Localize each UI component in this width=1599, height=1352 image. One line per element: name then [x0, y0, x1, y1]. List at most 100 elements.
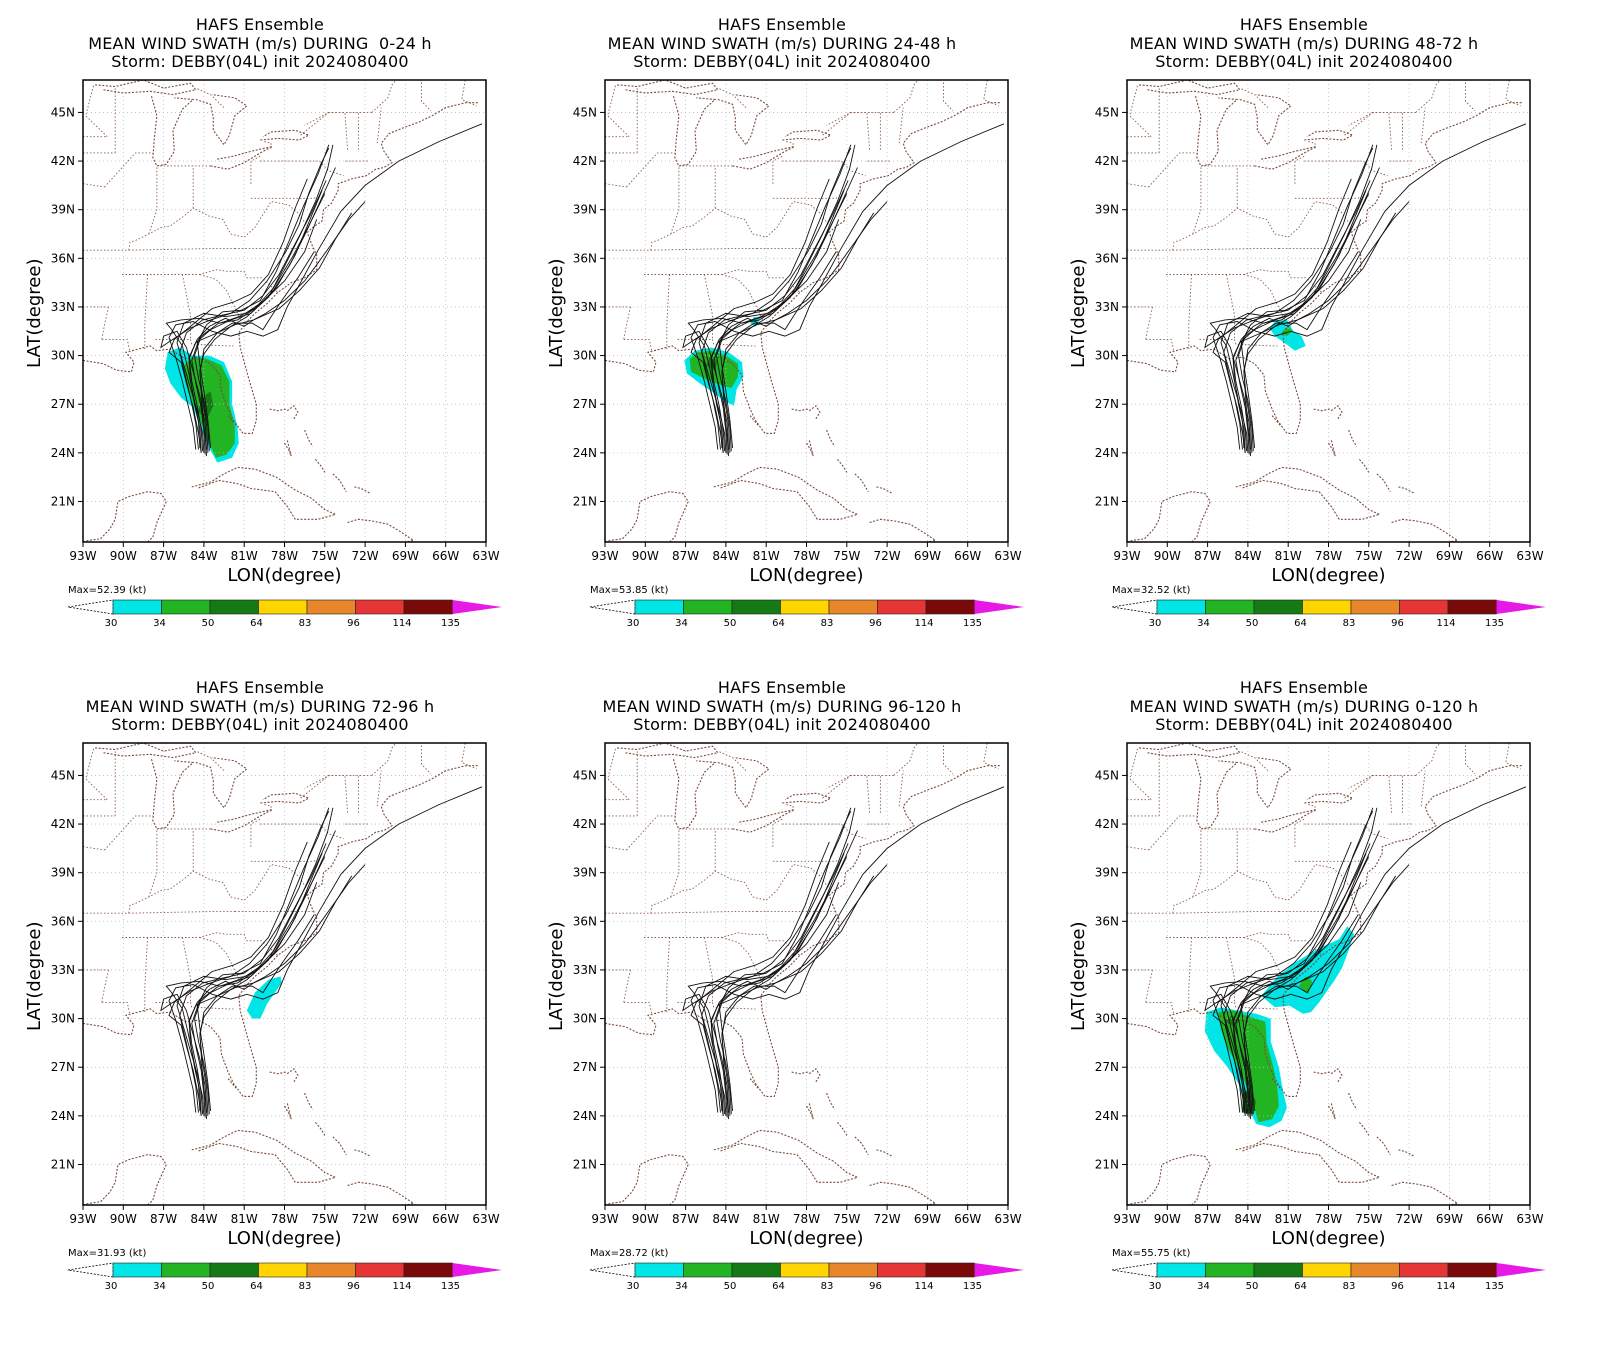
x-tick-label: 75W — [311, 549, 338, 563]
y-tick-label: 27N — [51, 397, 75, 411]
colorbar-segment — [780, 1262, 830, 1278]
track-3 — [716, 856, 848, 1115]
max-wind-label: Max=55.75 (kt) — [1112, 1248, 1191, 1259]
track-5 — [176, 219, 318, 453]
track-11 — [1204, 810, 1374, 1113]
panel-title: HAFS Ensemble MEAN WIND SWATH (m/s) DURIN… — [1044, 15, 1564, 72]
x-tick-label: 78W — [1315, 1212, 1342, 1226]
track-8 — [199, 251, 315, 453]
x-tick-label: 81W — [231, 549, 258, 563]
track-7 — [687, 853, 845, 1112]
track-1 — [721, 807, 856, 1120]
max-wind-label: Max=32.52 (kt) — [1112, 585, 1191, 596]
colorbar-level-label: 30 — [627, 1281, 640, 1292]
x-tick-label: 66W — [954, 1212, 981, 1226]
track-10 — [1212, 123, 1527, 450]
track-12 — [690, 178, 830, 453]
panel-title-line-1: HAFS Ensemble — [717, 678, 847, 697]
y-tick-label: 45N — [51, 768, 75, 782]
panel-title-line-2: MEAN WIND SWATH (m/s) DURING 96-120 h — [602, 696, 962, 716]
colorbar-segment — [209, 599, 259, 615]
track-10 — [690, 786, 1005, 1113]
colorbar-segment — [1447, 599, 1497, 615]
colorbar-level-label: 96 — [869, 618, 882, 629]
track-10 — [168, 123, 483, 450]
y-tick-label: 24N — [51, 446, 75, 460]
colorbar-segment — [731, 599, 781, 615]
ensemble-tracks — [160, 123, 483, 457]
y-tick-label: 24N — [51, 1109, 75, 1123]
y-tick-label: 30N — [573, 1012, 597, 1026]
track-5 — [1220, 882, 1362, 1116]
colorbar-segment — [161, 599, 211, 615]
x-tick-label: 63W — [472, 1212, 499, 1226]
colorbar-level-label: 64 — [250, 618, 263, 629]
map-panel-6: HAFS Ensemble MEAN WIND SWATH (m/s) DURIN… — [1044, 663, 1564, 1323]
y-tick-label: 45N — [1095, 768, 1119, 782]
colorbar-segment — [403, 1262, 453, 1278]
x-tick-label: 72W — [874, 549, 901, 563]
colorbar-level-label: 34 — [153, 618, 166, 629]
colorbar-segment — [1205, 599, 1255, 615]
track-11 — [682, 147, 852, 450]
colorbar-level-label: 114 — [1436, 618, 1455, 629]
x-tick-label: 66W — [1476, 549, 1503, 563]
colorbar-level-label: 34 — [675, 618, 688, 629]
y-tick-label: 21N — [573, 494, 597, 508]
track-6 — [713, 212, 875, 455]
x-tick-label: 72W — [352, 1212, 379, 1226]
colorbar-level-label: 64 — [1294, 1281, 1307, 1292]
track-5 — [698, 219, 840, 453]
y-tick-label: 39N — [51, 203, 75, 217]
coastline-layer — [605, 80, 1002, 542]
colorbar-level-label: 96 — [1391, 1281, 1404, 1292]
colorbar-level-label: 64 — [772, 618, 785, 629]
y-tick-label: 27N — [1095, 1060, 1119, 1074]
panel-title: HAFS Ensemble MEAN WIND SWATH (m/s) DURIN… — [1044, 678, 1564, 735]
colorbar-level-label: 34 — [1197, 1281, 1210, 1292]
y-tick-label: 21N — [573, 1157, 597, 1171]
x-tick-label: 72W — [1396, 549, 1423, 563]
x-tick-label: 63W — [1516, 1212, 1543, 1226]
track-10 — [168, 786, 483, 1113]
track-6 — [1235, 212, 1397, 455]
track-13 — [718, 144, 852, 449]
colorbar-segment — [306, 599, 356, 615]
colorbar-level-label: 30 — [1149, 1281, 1162, 1292]
colorbar-level-label: 50 — [1246, 1281, 1259, 1292]
track-3 — [716, 193, 848, 452]
colorbar: 30 34 50 64 83 96 114 135 — [589, 1262, 1024, 1292]
x-tick-label: 84W — [1234, 1212, 1261, 1226]
x-tick-label: 75W — [1355, 1212, 1382, 1226]
colorbar: 30 34 50 64 83 96 114 135 — [1111, 1262, 1546, 1292]
x-tick-label: 81W — [753, 549, 780, 563]
x-tick-label: 87W — [150, 1212, 177, 1226]
track-11 — [160, 810, 330, 1113]
map-canvas: 93W 90W 87W 84W 81W 78W 75W 72W 69W 66W 63W 21N 24N 2… — [51, 742, 502, 1292]
x-tick-label: 87W — [1194, 1212, 1221, 1226]
colorbar-segment — [355, 599, 405, 615]
x-tick-label: 63W — [472, 549, 499, 563]
y-tick-label: 45N — [573, 768, 597, 782]
track-6 — [191, 875, 353, 1118]
track-1 — [721, 144, 856, 457]
colorbar-segment — [258, 1262, 308, 1278]
x-axis-label: LON(degree) — [749, 1228, 864, 1249]
colorbar-level-label: 135 — [441, 1281, 460, 1292]
ensemble-tracks — [682, 123, 1005, 457]
track-13 — [1240, 807, 1374, 1112]
track-13 — [1240, 144, 1374, 449]
x-tick-label: 90W — [110, 549, 137, 563]
y-tick-label: 27N — [1095, 397, 1119, 411]
state-borders-layer — [1127, 80, 1521, 353]
track-9 — [710, 201, 888, 452]
y-tick-label: 27N — [573, 1060, 597, 1074]
colorbar-level-label: 30 — [627, 618, 640, 629]
panel-title-line-3: Storm: DEBBY(04L) init 2024080400 — [111, 715, 409, 734]
x-tick-label: 63W — [994, 1212, 1021, 1226]
y-tick-label: 24N — [573, 446, 597, 460]
colorbar-segment — [355, 1262, 405, 1278]
x-tick-label: 75W — [833, 1212, 860, 1226]
y-tick-label: 39N — [1095, 203, 1119, 217]
x-tick-label: 93W — [1113, 1212, 1140, 1226]
